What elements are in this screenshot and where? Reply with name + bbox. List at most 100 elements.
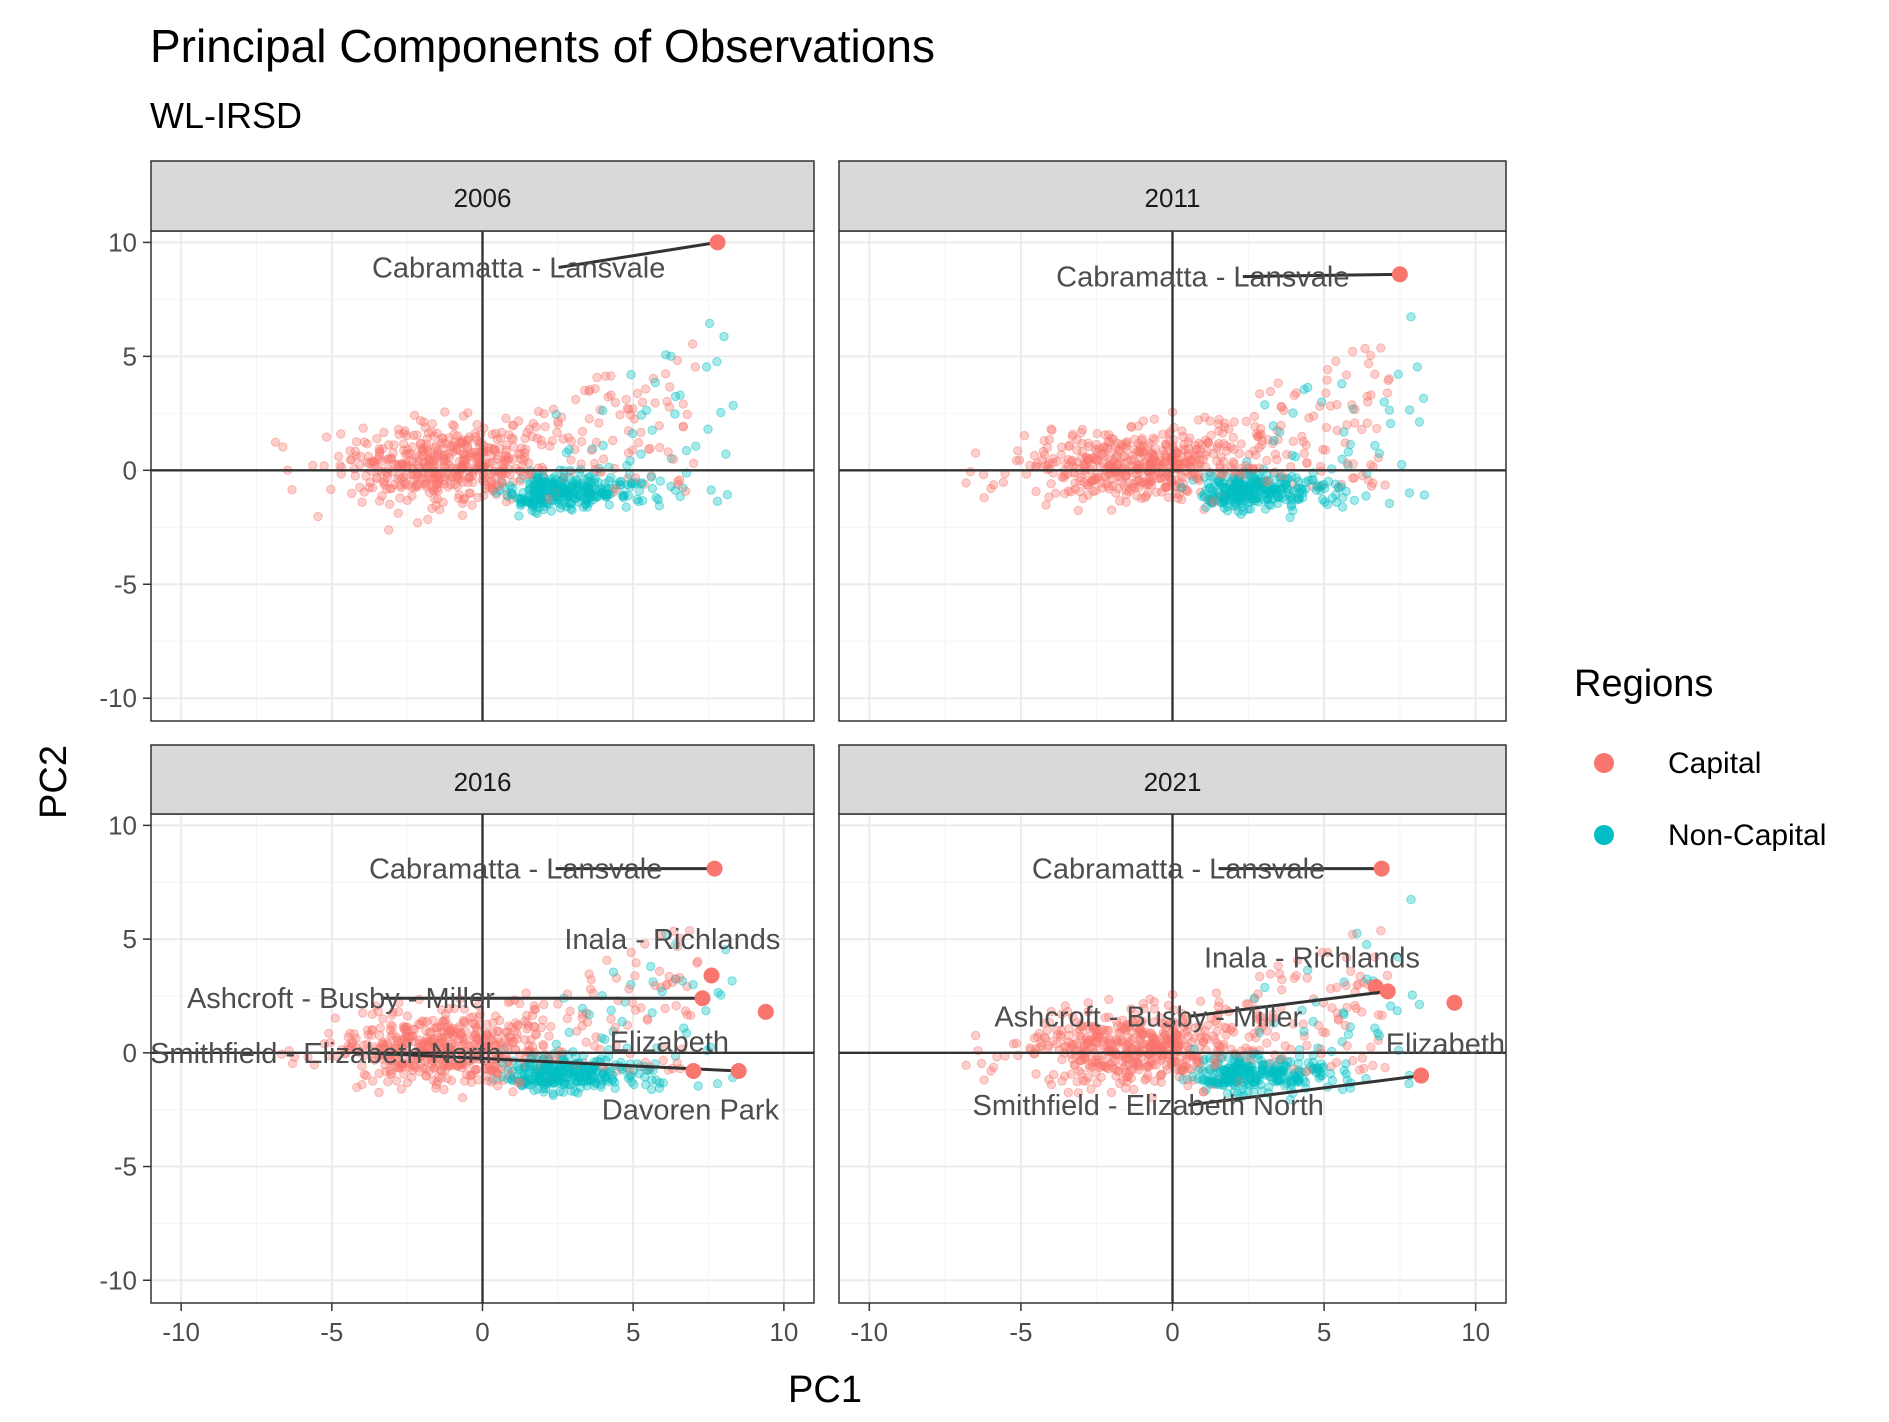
point-capital [1112,1016,1122,1027]
point-capital [428,1015,438,1025]
point-non-capital [1414,417,1425,427]
point-capital [531,1030,541,1040]
point-capital [1136,1039,1146,1049]
point-capital [610,397,621,408]
point-capital [468,471,478,481]
point-capital [372,433,382,444]
point-capital [678,422,688,432]
point-non-capital [573,1067,583,1077]
point-capital [1209,497,1219,507]
point-non-capital [562,1072,572,1083]
highlight-point [1373,860,1390,877]
point-non-capital [554,495,564,505]
point-non-capital [572,1077,583,1087]
point-non-capital [1278,1066,1288,1076]
point-non-capital [542,498,553,508]
point-capital [1368,1060,1378,1071]
point-capital [1145,1028,1155,1039]
point-non-capital [1238,480,1248,490]
point-capital [1187,454,1197,465]
point-non-capital [1243,1066,1254,1076]
point-capital [434,479,444,489]
point-capital [494,1063,504,1074]
point-non-capital [1231,492,1242,503]
point-non-capital [554,498,564,508]
point-capital [1128,1016,1138,1026]
point-non-capital [497,1072,507,1082]
point-capital [497,478,508,488]
point-capital [1135,1030,1145,1040]
point-non-capital [567,1064,577,1074]
point-capital [654,966,665,976]
point-capital [461,1070,472,1080]
point-non-capital [1271,1077,1282,1087]
point-capital [1111,452,1121,463]
point-capital [1154,1041,1165,1052]
point-capital [656,982,666,993]
point-capital [411,451,421,461]
point-capital [1144,1062,1154,1072]
point-non-capital [716,407,726,418]
point-capital [1101,1061,1112,1072]
point-non-capital [1215,479,1226,489]
point-non-capital [1245,493,1256,503]
point-capital [1195,1032,1206,1043]
point-non-capital [1229,1087,1239,1097]
point-capital [1134,474,1145,485]
point-capital [1181,1061,1191,1071]
strip-background [838,744,1507,815]
point-capital [1093,1055,1104,1065]
point-capital [584,969,594,979]
point-capital [1181,485,1192,496]
point-capital [425,447,435,458]
point-capital [556,412,567,422]
x-tick-label: -5 [1009,1317,1032,1347]
point-capital [403,1038,413,1048]
point-non-capital [525,490,535,500]
point-capital [1089,473,1099,483]
point-non-capital [503,1065,513,1075]
point-non-capital [1301,477,1311,488]
point-non-capital [1235,477,1245,488]
point-capital [1346,966,1356,976]
point-non-capital [1246,484,1256,495]
point-capital [1063,486,1074,496]
point-capital [1325,984,1336,994]
point-non-capital [585,488,595,498]
y-tick-label: 10 [108,810,137,840]
point-capital [1065,440,1075,450]
point-capital [460,1017,470,1027]
point-capital [395,493,405,503]
point-non-capital [1286,1079,1297,1090]
x-tick-label: 10 [1461,1317,1490,1347]
point-capital [436,1038,447,1048]
point-capital [1119,451,1129,462]
point-non-capital [1291,473,1302,483]
point-capital [513,449,523,459]
point-capital [486,451,496,461]
point-capital [1372,423,1382,434]
point-capital [1099,442,1109,453]
point-capital [1251,429,1262,439]
point-capital [1265,969,1276,979]
point-capital [590,384,600,394]
point-capital [287,485,297,495]
point-non-capital [534,1072,544,1082]
point-capital [1373,1010,1384,1020]
point-capital [398,439,409,449]
point-capital [558,473,569,483]
point-non-capital [1292,1075,1302,1086]
point-non-capital [569,1070,579,1080]
point-non-capital [1268,1076,1278,1086]
point-capital [1376,343,1386,353]
point-capital [1134,482,1144,492]
point-non-capital [553,1067,563,1077]
point-non-capital [546,1075,556,1086]
point-non-capital [1243,1086,1253,1097]
point-non-capital [495,485,505,496]
point-non-capital [551,487,561,497]
point-capital [1072,457,1083,467]
point-non-capital [542,1072,552,1082]
point-capital [1145,476,1155,487]
